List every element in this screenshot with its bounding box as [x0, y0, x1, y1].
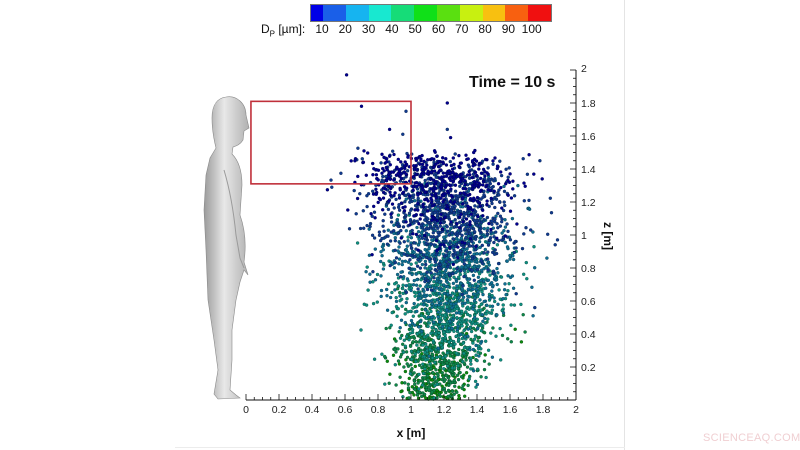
- colorbar-label: DP [µm]:: [261, 22, 305, 38]
- z-tick-label: 0.6: [581, 296, 596, 308]
- colorbar-segment: [528, 5, 551, 21]
- colorbar-segment: [368, 5, 392, 21]
- colorbar-tick-label: 20: [338, 22, 352, 36]
- colorbar-label-main: D: [261, 22, 270, 36]
- colorbar: [310, 4, 552, 22]
- colorbar-segment: [505, 5, 529, 21]
- colorbar-segment: [391, 5, 415, 21]
- z-tick-label: 1.4: [581, 164, 596, 176]
- x-tick-label: 1.6: [503, 404, 518, 416]
- z-tick-label: 1.8: [581, 98, 596, 110]
- colorbar-tick-label: 40: [385, 22, 399, 36]
- colorbar-segment: [414, 5, 437, 21]
- colorbar-segment: [436, 5, 460, 21]
- z-tick-label: 0.2: [581, 362, 596, 374]
- particle-points: [325, 73, 560, 401]
- colorbar-tick-label: 10: [315, 22, 329, 36]
- colorbar-segment: [311, 5, 323, 21]
- z-axis: 0.2 0.4 0.6 0.8 1 1.2 1.4 1.6 1.8 2: [570, 63, 596, 401]
- x-tick-label: 1: [408, 404, 414, 416]
- x-tick-label: 1.4: [470, 404, 485, 416]
- x-tick-label: 2: [573, 404, 579, 416]
- colorbar-label-sub: P: [269, 29, 276, 39]
- figure-border-right: [624, 0, 625, 450]
- z-tick-label: 0.4: [581, 329, 596, 341]
- x-axis: 0 0.2 0.4 0.6 0.8 1 1.2 1.4 1.6 1.8 2: [243, 394, 579, 416]
- colorbar-tick-label: 60: [431, 22, 446, 36]
- colorbar-tick-label: 70: [455, 22, 469, 36]
- x-tick-label: 1.2: [437, 404, 452, 416]
- x-tick-label: 0: [243, 404, 249, 416]
- x-tick-label: 0.2: [272, 404, 287, 416]
- z-tick-label: 2: [581, 63, 587, 75]
- colorbar-tick-label: 50: [408, 22, 422, 36]
- colorbar-tick-label: 30: [361, 22, 376, 36]
- colorbar-tick-label: 90: [501, 22, 516, 36]
- x-tick-label: 1.8: [536, 404, 551, 416]
- colorbar-tick-label: 80: [478, 22, 492, 36]
- figure-border-bottom: [175, 447, 625, 448]
- breathing-zone-box: [250, 100, 412, 185]
- x-axis-title: x [m]: [397, 426, 426, 440]
- z-tick-label: 0.8: [581, 263, 596, 275]
- colorbar-segment: [345, 5, 369, 21]
- z-tick-label: 1.2: [581, 197, 596, 209]
- human-figure: [203, 96, 250, 400]
- z-tick-label: 1: [581, 230, 587, 242]
- x-tick-label: 0.6: [338, 404, 353, 416]
- z-tick-label: 1.6: [581, 131, 596, 143]
- colorbar-tick-label: 100: [521, 22, 542, 36]
- x-tick-label: 0.4: [305, 404, 320, 416]
- x-tick-label: 0.8: [371, 404, 386, 416]
- watermark: SCIENCEAQ.COM: [703, 432, 800, 444]
- colorbar-segment: [459, 5, 483, 21]
- colorbar-label-unit: [µm]:: [275, 22, 306, 36]
- time-label: Time = 10 s: [469, 74, 556, 91]
- colorbar-segment: [323, 5, 346, 21]
- z-axis-title: z [m]: [601, 222, 615, 250]
- colorbar-segment: [482, 5, 506, 21]
